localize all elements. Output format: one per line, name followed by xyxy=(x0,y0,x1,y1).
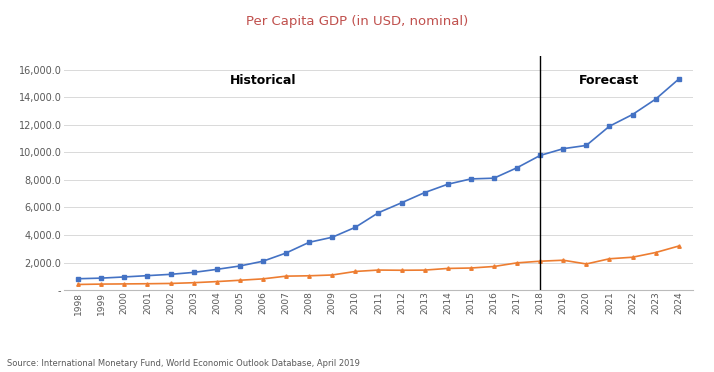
Text: Per Capita GDP (in USD, nominal): Per Capita GDP (in USD, nominal) xyxy=(246,15,468,28)
Text: Forecast: Forecast xyxy=(579,74,640,87)
Text: Source: International Monetary Fund, World Economic Outlook Database, April 2019: Source: International Monetary Fund, Wor… xyxy=(7,359,360,368)
Text: Historical: Historical xyxy=(230,74,296,87)
